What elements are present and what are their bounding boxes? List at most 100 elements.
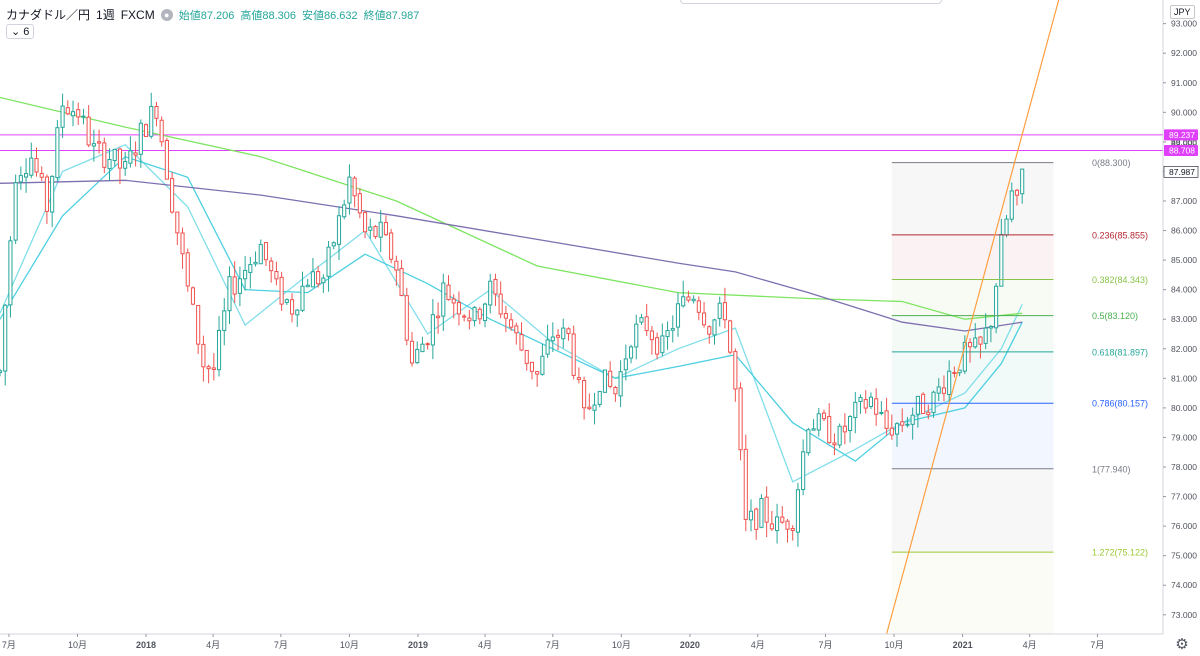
candle-body <box>837 425 842 446</box>
indicator-collapse-button[interactable]: ⌄ 6 <box>6 24 35 39</box>
moving-average-line <box>0 179 1023 332</box>
candle-body <box>29 157 34 176</box>
candle-body <box>446 284 451 301</box>
candle-body <box>107 158 112 170</box>
price-tag <box>1164 129 1198 141</box>
candle-body <box>305 284 310 288</box>
candle-body <box>555 334 561 338</box>
price-tick-label: 74.000 <box>1171 580 1197 590</box>
candle-body <box>707 326 712 335</box>
candle-body <box>973 337 978 348</box>
candle-body <box>331 242 336 247</box>
time-tick-label: 4月 <box>206 640 220 650</box>
candle-body <box>947 370 952 396</box>
candle-body <box>133 152 138 156</box>
candle-body <box>91 143 96 147</box>
candle-body <box>39 173 44 178</box>
fib-level-label: 0.236(85.855) <box>1092 230 1148 240</box>
candle-body <box>858 396 863 403</box>
fib-level-label: 0.618(81.897) <box>1092 347 1148 357</box>
candle-body <box>686 296 691 301</box>
candle-body <box>848 416 853 432</box>
candle-body <box>670 328 675 331</box>
candle-body <box>222 310 227 331</box>
candle-body <box>634 323 639 348</box>
candle-body <box>540 355 545 375</box>
candle-body <box>509 319 514 328</box>
candle-body <box>274 271 279 280</box>
time-tick-label: 4月 <box>478 640 492 650</box>
symbol-name[interactable]: カナダドル／円 <box>6 8 91 22</box>
candle-body <box>691 298 696 302</box>
candle-body <box>728 320 733 353</box>
interval-label[interactable]: 1週 <box>96 8 115 22</box>
open-value: 始値87.206 <box>178 9 235 22</box>
candle-body <box>269 260 274 272</box>
visibility-icon[interactable]: ● <box>160 8 173 21</box>
candle-body <box>347 176 352 204</box>
trend-line <box>886 0 1060 635</box>
candle-body <box>342 204 347 218</box>
candle-body <box>55 127 60 179</box>
fib-level-label: 1(77.940) <box>1092 464 1131 474</box>
price-tick-label: 78.000 <box>1171 462 1197 472</box>
candle-body <box>754 508 759 530</box>
candle-body <box>363 212 368 233</box>
candle-body <box>451 298 456 304</box>
time-tick-label: 7月 <box>818 640 832 650</box>
price-tick-label: 80.000 <box>1171 403 1197 413</box>
candle-body <box>112 148 117 162</box>
price-tick-label: 90.000 <box>1171 107 1197 117</box>
candle-body <box>999 234 1004 287</box>
candle-body <box>701 312 707 326</box>
price-tick-label: 89.000 <box>1171 138 1197 148</box>
candle-body <box>493 278 498 295</box>
candle-body <box>884 410 889 429</box>
fib-zone <box>891 468 1054 553</box>
candle-body <box>13 182 18 241</box>
candle-body <box>649 330 654 341</box>
time-tick-label: 10月 <box>340 640 359 650</box>
candle-body <box>759 497 764 528</box>
price-tick-label: 82.000 <box>1171 344 1197 354</box>
candle-body <box>237 278 242 294</box>
price-tick-label: 75.000 <box>1171 551 1197 561</box>
candle-body <box>978 336 983 345</box>
candle-body <box>498 293 503 315</box>
candle-body <box>279 276 284 305</box>
candle-body <box>1014 189 1020 196</box>
candle-body <box>780 516 785 523</box>
price-tick-label: 92.000 <box>1171 48 1197 58</box>
candle-body <box>842 425 847 433</box>
candle-body <box>983 327 988 344</box>
candle-body <box>170 178 175 213</box>
candle-body <box>175 211 180 234</box>
price-tick-label: 73.000 <box>1171 610 1197 620</box>
candle-body <box>462 315 467 318</box>
price-tick-label: 93.000 <box>1171 19 1197 29</box>
symbol-legend: カナダドル／円 1週 FXCM ● 始値87.206 高値88.306 安値86… <box>6 6 419 23</box>
candle-body <box>608 370 613 387</box>
currency-badge[interactable]: JPY <box>1170 5 1195 19</box>
candle-body <box>775 516 780 532</box>
source-label: FXCM <box>120 7 155 22</box>
candle-body <box>618 371 623 397</box>
candle-body <box>644 316 649 332</box>
gear-icon[interactable]: ⚙ <box>1175 636 1189 653</box>
candle-body <box>128 150 133 164</box>
candle-body <box>248 264 253 273</box>
candle-body <box>149 105 154 137</box>
candle-body <box>994 285 999 329</box>
candle-body <box>639 317 644 323</box>
candle-body <box>76 109 81 118</box>
moving-average-line <box>0 96 1023 320</box>
candle-body <box>185 252 190 287</box>
candle-body <box>415 348 420 364</box>
candle-body <box>321 277 326 284</box>
candle-body <box>806 429 811 454</box>
candle-body <box>821 412 827 420</box>
current-price-label: 87.987 <box>1169 167 1195 177</box>
fib-level-label: 0.5(83.120) <box>1092 311 1138 321</box>
candle-body <box>561 327 566 340</box>
